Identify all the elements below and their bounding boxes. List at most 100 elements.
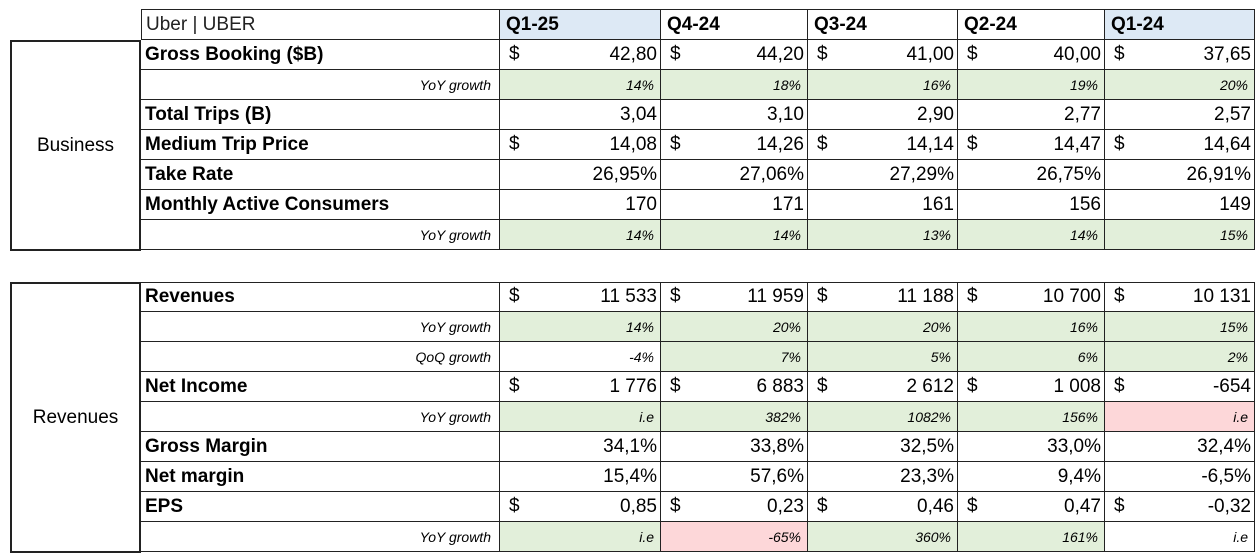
growth-cell[interactable]: 16% (958, 312, 1105, 342)
growth-cell[interactable]: 14% (661, 220, 808, 250)
value-cell[interactable]: 3,10 (661, 100, 808, 130)
quarter-header[interactable]: Q3-24 (808, 9, 958, 40)
growth-cell[interactable]: 20% (808, 312, 958, 342)
value-cell[interactable]: 33,0% (958, 432, 1105, 462)
growth-cell[interactable]: 5% (808, 342, 958, 372)
growth-label[interactable]: YoY growth (141, 70, 500, 100)
growth-cell[interactable]: 14% (958, 220, 1105, 250)
growth-cell[interactable]: 15% (1105, 220, 1255, 250)
growth-cell[interactable]: 15% (1105, 312, 1255, 342)
growth-cell[interactable]: -65% (661, 522, 808, 552)
value-cell[interactable]: 3,04 (500, 100, 661, 130)
growth-cell[interactable]: 20% (1105, 70, 1255, 100)
growth-cell[interactable]: 16% (808, 70, 958, 100)
growth-cell[interactable]: 14% (500, 70, 661, 100)
value-cell[interactable]: $14,08 (500, 130, 661, 160)
value-cell[interactable]: 26,95% (500, 160, 661, 190)
value-cell[interactable]: $14,47 (958, 130, 1105, 160)
growth-label[interactable]: YoY growth (141, 312, 500, 342)
quarter-header[interactable]: Q2-24 (958, 9, 1105, 40)
value-cell[interactable]: $0,47 (958, 492, 1105, 522)
value-cell[interactable]: 23,3% (808, 462, 958, 492)
value-cell[interactable]: 26,75% (958, 160, 1105, 190)
value-cell[interactable]: $42,80 (500, 40, 661, 70)
value-cell[interactable]: 57,6% (661, 462, 808, 492)
metric-label[interactable]: Net margin (141, 462, 500, 492)
value-cell[interactable]: $14,64 (1105, 130, 1255, 160)
value-cell[interactable]: 161 (808, 190, 958, 220)
value-cell[interactable]: 170 (500, 190, 661, 220)
growth-cell[interactable]: i.e (1105, 402, 1255, 432)
growth-label[interactable]: YoY growth (141, 522, 500, 552)
metric-label[interactable]: Net Income (141, 372, 500, 402)
metric-label[interactable]: Gross Booking ($B) (141, 40, 500, 70)
value-cell[interactable]: $14,26 (661, 130, 808, 160)
section-label-revenues[interactable]: Revenues (10, 282, 141, 553)
value-cell[interactable]: 26,91% (1105, 160, 1255, 190)
quarter-header[interactable]: Q1-24 (1105, 9, 1255, 40)
value-cell[interactable]: 27,06% (661, 160, 808, 190)
value-cell[interactable]: 2,57 (1105, 100, 1255, 130)
metric-label[interactable]: Medium Trip Price (141, 130, 500, 160)
value-cell[interactable]: 32,5% (808, 432, 958, 462)
value-cell[interactable]: $11 188 (808, 282, 958, 312)
growth-cell[interactable]: i.e (500, 402, 661, 432)
metric-label[interactable]: Take Rate (141, 160, 500, 190)
growth-cell[interactable]: 18% (661, 70, 808, 100)
value-cell[interactable]: $11 959 (661, 282, 808, 312)
value-cell[interactable]: $6 883 (661, 372, 808, 402)
quarter-header[interactable]: Q1-25 (500, 9, 661, 40)
value-cell[interactable]: 27,29% (808, 160, 958, 190)
growth-cell[interactable]: -4% (500, 342, 661, 372)
value-cell[interactable]: 171 (661, 190, 808, 220)
value-cell[interactable]: $44,20 (661, 40, 808, 70)
growth-cell[interactable]: i.e (1105, 522, 1255, 552)
value-cell[interactable]: $0,85 (500, 492, 661, 522)
value-cell[interactable]: $ -0,32 (1105, 492, 1255, 522)
value-cell[interactable]: $2 612 (808, 372, 958, 402)
growth-label[interactable]: YoY growth (141, 402, 500, 432)
value-cell[interactable]: $10 700 (958, 282, 1105, 312)
growth-cell[interactable]: 19% (958, 70, 1105, 100)
metric-label[interactable]: Total Trips (B) (141, 100, 500, 130)
value-cell[interactable]: 2,90 (808, 100, 958, 130)
value-cell[interactable]: $ -654 (1105, 372, 1255, 402)
value-cell[interactable]: $14,14 (808, 130, 958, 160)
value-cell[interactable]: 15,4% (500, 462, 661, 492)
value-cell[interactable]: $0,46 (808, 492, 958, 522)
value-cell[interactable]: $40,00 (958, 40, 1105, 70)
value-cell[interactable]: $0,23 (661, 492, 808, 522)
value-cell[interactable]: 2,77 (958, 100, 1105, 130)
value-cell[interactable]: $11 533 (500, 282, 661, 312)
growth-cell[interactable]: 20% (661, 312, 808, 342)
growth-cell[interactable]: 360% (808, 522, 958, 552)
growth-cell[interactable]: 14% (500, 312, 661, 342)
value-cell[interactable]: 32,4% (1105, 432, 1255, 462)
value-cell[interactable]: 156 (958, 190, 1105, 220)
value-cell[interactable]: -6,5% (1105, 462, 1255, 492)
quarter-header[interactable]: Q4-24 (661, 9, 808, 40)
value-cell[interactable]: 33,8% (661, 432, 808, 462)
growth-cell[interactable]: 14% (500, 220, 661, 250)
value-cell[interactable]: $1 008 (958, 372, 1105, 402)
growth-cell[interactable]: 156% (958, 402, 1105, 432)
metric-label[interactable]: Gross Margin (141, 432, 500, 462)
value-cell[interactable]: $41,00 (808, 40, 958, 70)
growth-cell[interactable]: 7% (661, 342, 808, 372)
value-cell[interactable]: 9,4% (958, 462, 1105, 492)
value-cell[interactable]: 34,1% (500, 432, 661, 462)
growth-cell[interactable]: 2% (1105, 342, 1255, 372)
value-cell[interactable]: $1 776 (500, 372, 661, 402)
section-label-business[interactable]: Business (10, 40, 141, 251)
value-cell[interactable]: $10 131 (1105, 282, 1255, 312)
sheet-title[interactable]: Uber | UBER (141, 9, 500, 40)
growth-cell[interactable]: i.e (500, 522, 661, 552)
value-cell[interactable]: $37,65 (1105, 40, 1255, 70)
growth-label[interactable]: QoQ growth (141, 342, 500, 372)
growth-cell[interactable]: 161% (958, 522, 1105, 552)
growth-cell[interactable]: 1082% (808, 402, 958, 432)
metric-label[interactable]: EPS (141, 492, 500, 522)
growth-cell[interactable]: 382% (661, 402, 808, 432)
growth-cell[interactable]: 6% (958, 342, 1105, 372)
growth-cell[interactable]: 13% (808, 220, 958, 250)
